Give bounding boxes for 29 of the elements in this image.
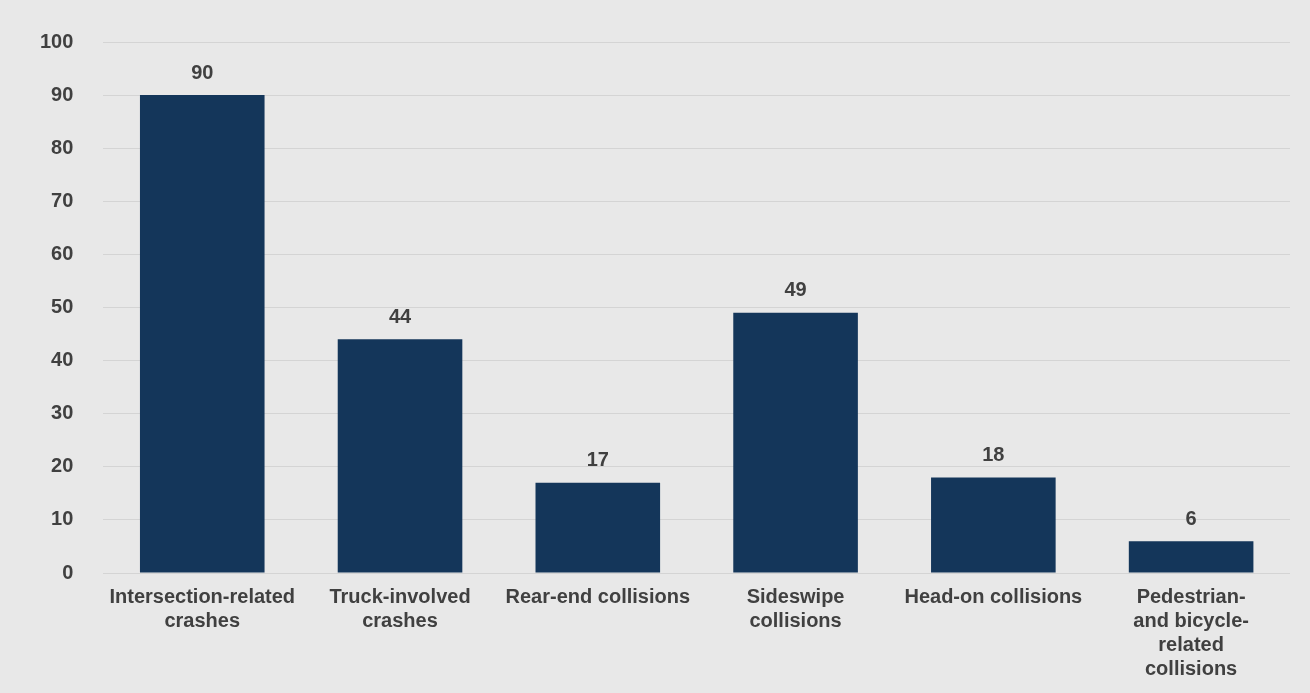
data-label: 44 bbox=[388, 304, 413, 327]
y-tick-label: 100 bbox=[39, 29, 74, 52]
y-tick-label: 50 bbox=[51, 295, 74, 318]
bar bbox=[733, 312, 858, 573]
x-tick-label: Intersection-related crashes bbox=[109, 584, 296, 631]
bar bbox=[139, 95, 265, 573]
y-tick-label: 40 bbox=[51, 348, 74, 371]
bar bbox=[1128, 541, 1254, 573]
data-label: 18 bbox=[982, 442, 1005, 465]
y-tick-label: 90 bbox=[51, 82, 74, 105]
data-label: 6 bbox=[1185, 506, 1197, 529]
bar bbox=[337, 339, 463, 573]
data-label: 49 bbox=[784, 278, 807, 301]
y-tick-label: 10 bbox=[51, 507, 74, 530]
data-label: 90 bbox=[191, 60, 214, 83]
y-tick-label: 20 bbox=[51, 454, 74, 477]
x-tick-label: Head-on collisions bbox=[904, 584, 1083, 607]
y-tick-label: 70 bbox=[51, 188, 74, 211]
y-tick-label: 80 bbox=[51, 135, 74, 158]
data-label: 17 bbox=[586, 448, 609, 471]
bar bbox=[535, 482, 661, 573]
bar bbox=[931, 477, 1056, 573]
y-tick-label: 0 bbox=[62, 560, 74, 583]
x-tick-label: Pedestrian-and bicycle-related collisions bbox=[1133, 584, 1249, 679]
x-tick-label: Sideswipe collisions bbox=[746, 584, 845, 631]
x-tick-label: Truck-involved crashes bbox=[329, 584, 471, 631]
y-tick-label: 30 bbox=[51, 401, 74, 424]
y-tick-label: 60 bbox=[51, 241, 74, 264]
x-tick-label: Rear-end collisions bbox=[505, 584, 691, 607]
